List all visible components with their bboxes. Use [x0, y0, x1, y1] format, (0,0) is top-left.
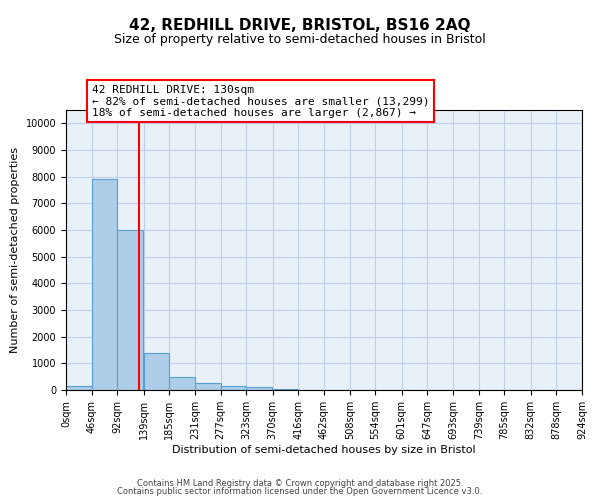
X-axis label: Distribution of semi-detached houses by size in Bristol: Distribution of semi-detached houses by … — [172, 445, 476, 455]
Bar — [143, 352, 169, 390]
Text: 42, REDHILL DRIVE, BRISTOL, BS16 2AQ: 42, REDHILL DRIVE, BRISTOL, BS16 2AQ — [129, 18, 471, 32]
Text: Size of property relative to semi-detached houses in Bristol: Size of property relative to semi-detach… — [114, 32, 486, 46]
Bar — [247, 388, 272, 390]
Bar — [221, 386, 247, 390]
Bar — [169, 376, 195, 390]
Bar — [118, 230, 143, 390]
Bar — [195, 384, 221, 390]
Bar — [66, 386, 92, 390]
Text: Contains public sector information licensed under the Open Government Licence v3: Contains public sector information licen… — [118, 487, 482, 496]
Text: 42 REDHILL DRIVE: 130sqm
← 82% of semi-detached houses are smaller (13,299)
18% : 42 REDHILL DRIVE: 130sqm ← 82% of semi-d… — [92, 85, 429, 118]
Bar — [272, 388, 298, 390]
Y-axis label: Number of semi-detached properties: Number of semi-detached properties — [10, 147, 20, 353]
Bar — [92, 180, 118, 390]
Text: Contains HM Land Registry data © Crown copyright and database right 2025.: Contains HM Land Registry data © Crown c… — [137, 478, 463, 488]
